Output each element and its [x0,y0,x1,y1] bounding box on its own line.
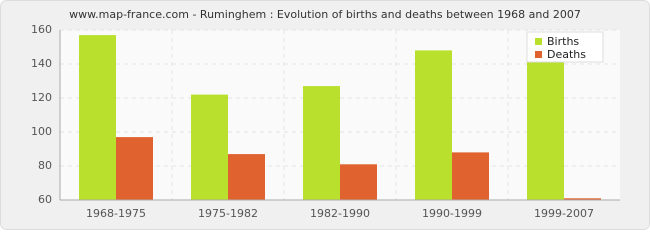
legend-label: Deaths [547,48,586,61]
y-tick-label: 160 [31,23,52,36]
bar [116,137,153,200]
chart: www.map-france.com - Ruminghem : Evoluti… [0,0,650,230]
legend-label: Births [547,35,579,48]
bar [79,35,116,200]
y-tick-label: 100 [31,125,52,138]
bar [191,94,228,200]
x-tick-label: 1982-1990 [310,207,370,220]
bar [340,164,377,200]
x-tick-label: 1999-2007 [534,207,594,220]
bar [564,198,601,200]
legend-swatch [535,51,542,58]
x-tick-label: 1968-1975 [86,207,146,220]
y-tick-label: 80 [38,159,52,172]
chart-title: www.map-france.com - Ruminghem : Evoluti… [69,8,581,21]
bar [415,50,452,201]
x-tick-label: 1990-1999 [422,207,482,220]
x-tick-label: 1975-1982 [198,207,258,220]
legend-swatch [535,38,542,45]
y-tick-label: 60 [38,193,52,206]
y-tick-label: 120 [31,91,52,104]
bar [452,152,489,200]
y-tick-label: 140 [31,57,52,70]
bar [527,48,564,201]
bar [228,154,265,200]
bar [303,86,340,200]
